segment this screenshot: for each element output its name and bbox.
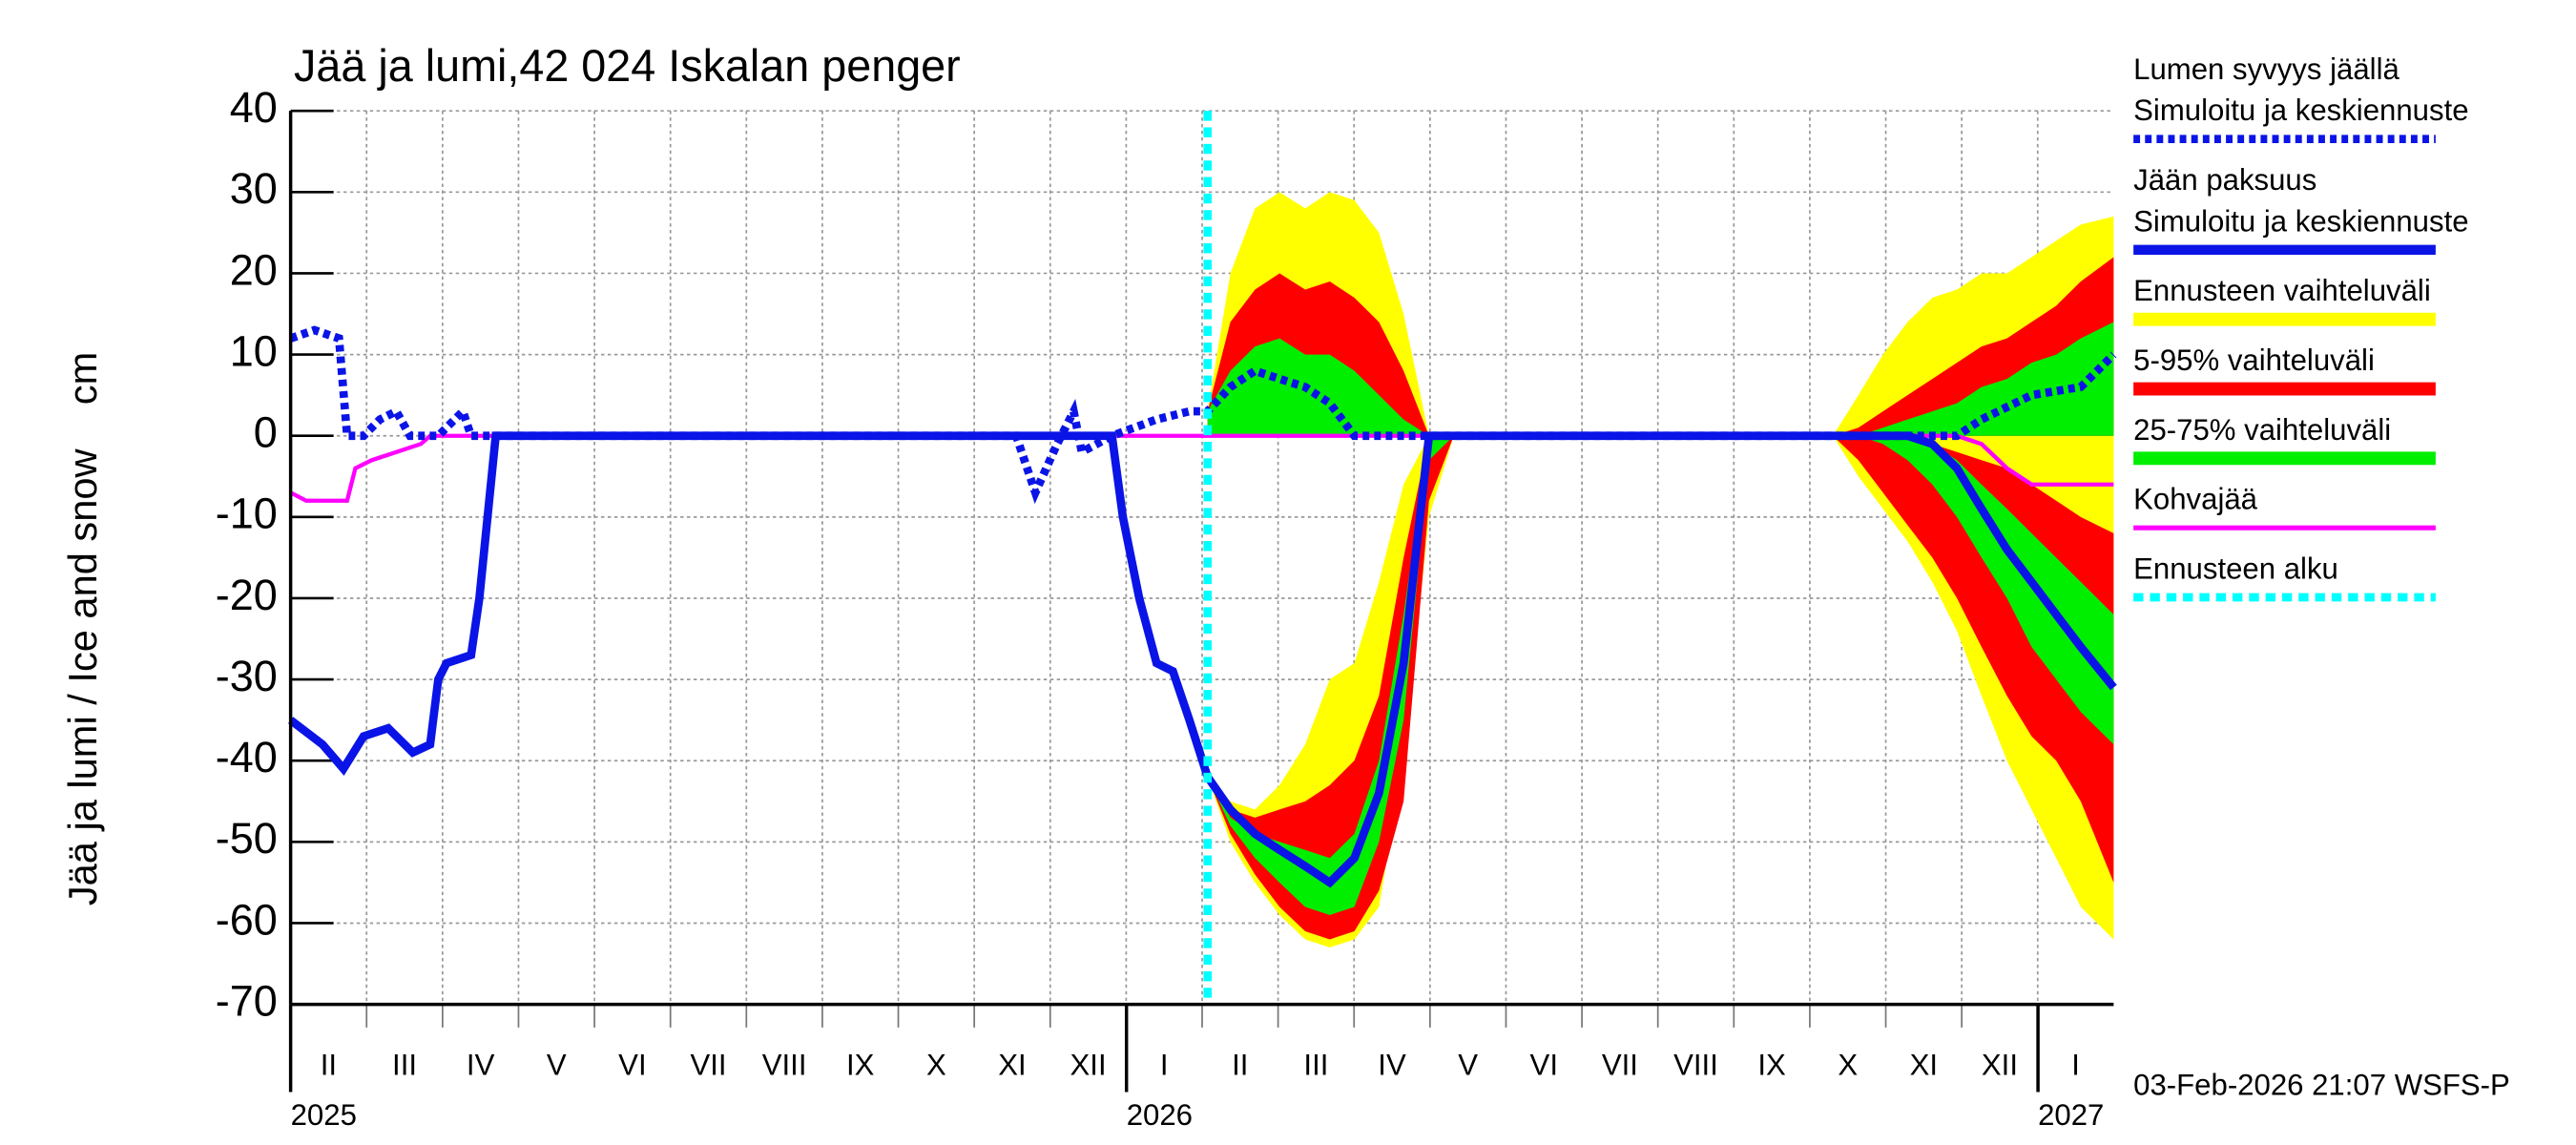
- chart-title: Jää ja lumi,42 024 Iskalan penger: [294, 41, 961, 91]
- ice-band: [1207, 435, 2114, 915]
- month-label: I: [2071, 1049, 2080, 1082]
- legend-label: 5-95% vaihteluväli: [2133, 344, 2375, 377]
- month-label: IV: [467, 1049, 495, 1082]
- month-label: IX: [1757, 1049, 1786, 1082]
- month-label: XII: [1982, 1049, 2018, 1082]
- month-label: VIII: [762, 1049, 807, 1082]
- month-label: VI: [1530, 1049, 1558, 1082]
- y-tick-label: -40: [216, 733, 278, 781]
- y-tick-label: -10: [216, 489, 278, 538]
- month-label: II: [1232, 1049, 1248, 1082]
- month-label: VIII: [1673, 1049, 1718, 1082]
- y-tick-label: 0: [254, 408, 278, 457]
- y-axis-label: Jää ja lumi / Ice and snow cm: [60, 352, 105, 906]
- month-label: VI: [618, 1049, 646, 1082]
- month-label: VII: [1602, 1049, 1638, 1082]
- y-tick-label: -50: [216, 814, 278, 863]
- month-label: V: [547, 1049, 567, 1082]
- month-label: X: [1838, 1049, 1858, 1082]
- snow-band: [1207, 192, 2114, 436]
- y-tick-label: -60: [216, 895, 278, 944]
- kohvajaa-line: [289, 433, 2114, 503]
- year-label: 2027: [2038, 1098, 2104, 1132]
- legend-label: Ennusteen vaihteluväli: [2133, 274, 2431, 307]
- legend-sublabel: Simuloitu ja keskiennuste: [2133, 204, 2468, 238]
- y-tick-label: -70: [216, 976, 278, 1025]
- legend-sublabel: Simuloitu ja keskiennuste: [2133, 94, 2468, 127]
- y-tick-label: 40: [230, 83, 278, 132]
- month-label: II: [321, 1049, 337, 1082]
- month-label: XII: [1070, 1049, 1107, 1082]
- legend-label: Lumen syvyys jäällä: [2133, 52, 2399, 86]
- legend-label: Jään paksuus: [2133, 163, 2316, 197]
- snow-line: [289, 325, 2117, 505]
- month-label: I: [1160, 1049, 1169, 1082]
- month-label: XI: [1910, 1049, 1938, 1082]
- y-tick-label: 10: [230, 326, 278, 375]
- legend-label: 25-75% vaihteluväli: [2133, 413, 2391, 447]
- legend-label: Kohvajää: [2133, 483, 2258, 516]
- footer: 03-Feb-2026 21:07 WSFS-P: [2133, 1069, 2510, 1102]
- legend-label: Ennusteen alku: [2133, 552, 2338, 585]
- y-tick-label: 20: [230, 245, 278, 294]
- month-label: III: [392, 1049, 417, 1082]
- month-label: IX: [846, 1049, 875, 1082]
- y-tick-label: 30: [230, 164, 278, 213]
- y-tick-label: -20: [216, 571, 278, 619]
- month-label: III: [1303, 1049, 1328, 1082]
- month-label: X: [926, 1049, 946, 1082]
- snow-band: [1207, 322, 2114, 436]
- month-label: XI: [998, 1049, 1026, 1082]
- y-tick-label: -30: [216, 652, 278, 700]
- month-label: IV: [1378, 1049, 1406, 1082]
- month-label: VII: [690, 1049, 726, 1082]
- year-label: 2025: [291, 1098, 357, 1132]
- year-label: 2026: [1127, 1098, 1193, 1132]
- month-label: V: [1458, 1049, 1478, 1082]
